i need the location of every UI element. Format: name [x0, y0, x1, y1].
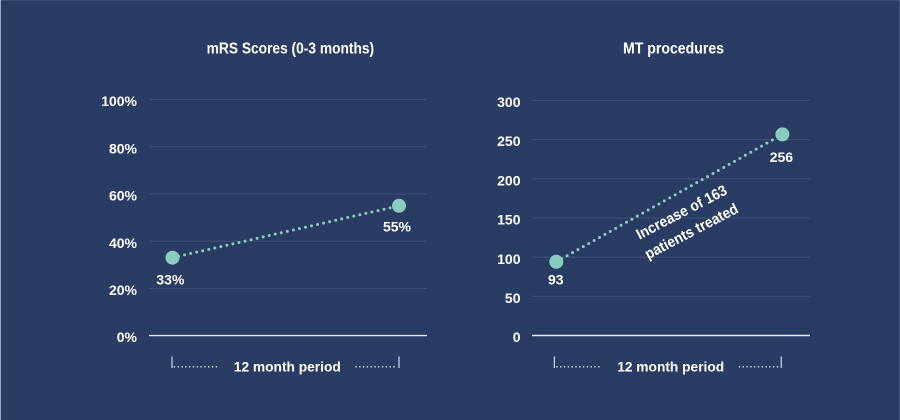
- svg-text:93: 93: [548, 271, 564, 287]
- svg-text:100: 100: [497, 251, 521, 267]
- svg-text:250: 250: [497, 133, 521, 149]
- svg-text:40%: 40%: [109, 235, 138, 251]
- svg-text:MT procedures: MT procedures: [623, 41, 724, 58]
- svg-text:33%: 33%: [156, 271, 185, 287]
- svg-text:200: 200: [497, 172, 521, 188]
- svg-text:300: 300: [497, 94, 521, 110]
- svg-text:55%: 55%: [383, 218, 412, 234]
- svg-text:mRS Scores (0-3 months): mRS Scores (0-3 months): [207, 41, 375, 58]
- svg-text:150: 150: [497, 212, 521, 228]
- svg-text:50: 50: [505, 290, 521, 306]
- svg-text:12 month period: 12 month period: [234, 359, 341, 375]
- svg-text:12 month period: 12 month period: [617, 359, 724, 375]
- svg-text:80%: 80%: [109, 140, 138, 156]
- svg-text:0: 0: [513, 329, 521, 345]
- svg-text:20%: 20%: [109, 282, 138, 298]
- svg-text:60%: 60%: [109, 188, 138, 204]
- svg-text:0%: 0%: [117, 329, 138, 345]
- svg-text:256: 256: [770, 149, 794, 165]
- svg-text:100%: 100%: [101, 93, 137, 109]
